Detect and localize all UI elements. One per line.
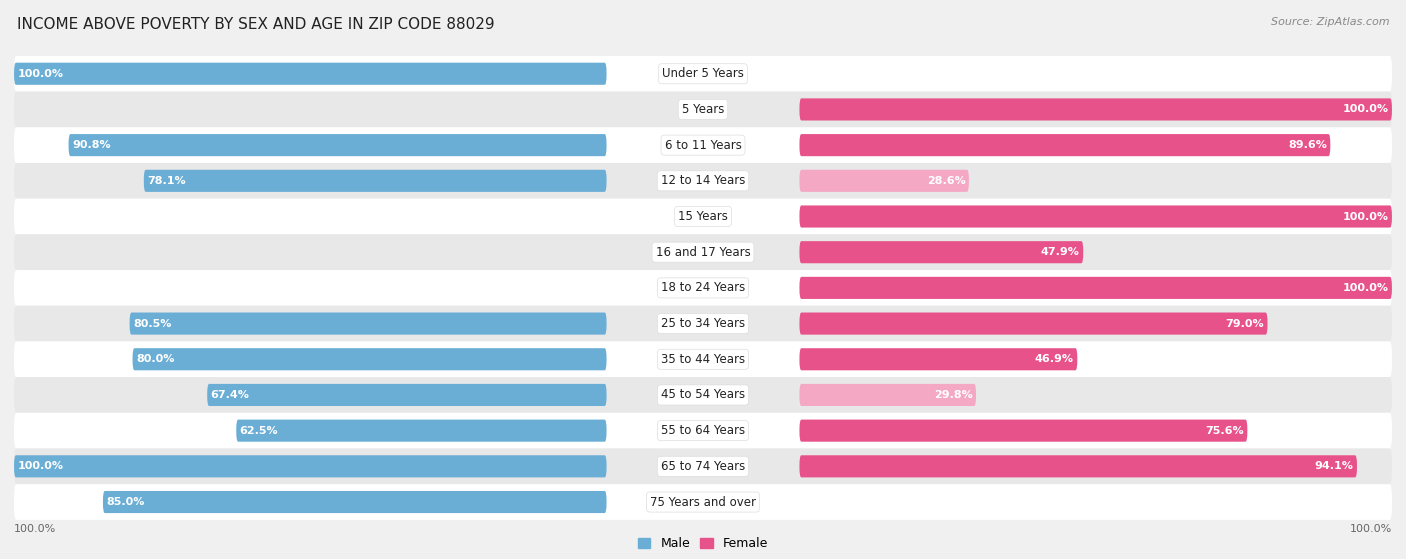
FancyBboxPatch shape bbox=[129, 312, 606, 335]
Text: 65 to 74 Years: 65 to 74 Years bbox=[661, 460, 745, 473]
FancyBboxPatch shape bbox=[800, 277, 1392, 299]
Text: 18 to 24 Years: 18 to 24 Years bbox=[661, 281, 745, 295]
FancyBboxPatch shape bbox=[800, 384, 976, 406]
Text: 47.9%: 47.9% bbox=[1040, 247, 1080, 257]
FancyBboxPatch shape bbox=[800, 134, 1330, 156]
Text: 67.4%: 67.4% bbox=[211, 390, 249, 400]
Text: 6 to 11 Years: 6 to 11 Years bbox=[665, 139, 741, 151]
Text: 75.6%: 75.6% bbox=[1205, 425, 1244, 435]
Text: 28.6%: 28.6% bbox=[927, 176, 966, 186]
FancyBboxPatch shape bbox=[14, 198, 1392, 234]
Text: 45 to 54 Years: 45 to 54 Years bbox=[661, 389, 745, 401]
Text: 90.8%: 90.8% bbox=[72, 140, 111, 150]
Text: 85.0%: 85.0% bbox=[107, 497, 145, 507]
FancyBboxPatch shape bbox=[69, 134, 606, 156]
Text: 46.9%: 46.9% bbox=[1035, 354, 1074, 364]
Text: 80.0%: 80.0% bbox=[136, 354, 174, 364]
FancyBboxPatch shape bbox=[800, 206, 1392, 228]
FancyBboxPatch shape bbox=[143, 170, 606, 192]
FancyBboxPatch shape bbox=[800, 455, 1357, 477]
FancyBboxPatch shape bbox=[14, 377, 1392, 413]
FancyBboxPatch shape bbox=[14, 484, 1392, 520]
Text: 35 to 44 Years: 35 to 44 Years bbox=[661, 353, 745, 366]
Text: 62.5%: 62.5% bbox=[239, 425, 278, 435]
Text: 75 Years and over: 75 Years and over bbox=[650, 495, 756, 509]
Text: 89.6%: 89.6% bbox=[1288, 140, 1327, 150]
FancyBboxPatch shape bbox=[236, 420, 606, 442]
FancyBboxPatch shape bbox=[14, 163, 1392, 198]
Text: 25 to 34 Years: 25 to 34 Years bbox=[661, 317, 745, 330]
Text: 12 to 14 Years: 12 to 14 Years bbox=[661, 174, 745, 187]
FancyBboxPatch shape bbox=[800, 98, 1392, 121]
FancyBboxPatch shape bbox=[800, 241, 1083, 263]
Text: 100.0%: 100.0% bbox=[1343, 283, 1389, 293]
FancyBboxPatch shape bbox=[800, 348, 1077, 370]
Text: 100.0%: 100.0% bbox=[17, 69, 63, 79]
Text: 80.5%: 80.5% bbox=[134, 319, 172, 329]
Text: Source: ZipAtlas.com: Source: ZipAtlas.com bbox=[1271, 17, 1389, 27]
FancyBboxPatch shape bbox=[14, 92, 1392, 127]
Text: 29.8%: 29.8% bbox=[934, 390, 973, 400]
Text: 79.0%: 79.0% bbox=[1226, 319, 1264, 329]
Text: 100.0%: 100.0% bbox=[1350, 524, 1392, 534]
Text: INCOME ABOVE POVERTY BY SEX AND AGE IN ZIP CODE 88029: INCOME ABOVE POVERTY BY SEX AND AGE IN Z… bbox=[17, 17, 495, 32]
Text: 78.1%: 78.1% bbox=[148, 176, 186, 186]
Text: 94.1%: 94.1% bbox=[1315, 461, 1354, 471]
Legend: Male, Female: Male, Female bbox=[633, 532, 773, 556]
FancyBboxPatch shape bbox=[14, 455, 606, 477]
Text: 55 to 64 Years: 55 to 64 Years bbox=[661, 424, 745, 437]
FancyBboxPatch shape bbox=[14, 270, 1392, 306]
FancyBboxPatch shape bbox=[14, 448, 1392, 484]
Text: Under 5 Years: Under 5 Years bbox=[662, 67, 744, 80]
Text: 100.0%: 100.0% bbox=[14, 524, 56, 534]
Text: 15 Years: 15 Years bbox=[678, 210, 728, 223]
FancyBboxPatch shape bbox=[800, 420, 1247, 442]
Text: 16 and 17 Years: 16 and 17 Years bbox=[655, 246, 751, 259]
Text: 100.0%: 100.0% bbox=[1343, 105, 1389, 115]
Text: 100.0%: 100.0% bbox=[17, 461, 63, 471]
FancyBboxPatch shape bbox=[14, 56, 1392, 92]
FancyBboxPatch shape bbox=[800, 170, 969, 192]
FancyBboxPatch shape bbox=[103, 491, 606, 513]
FancyBboxPatch shape bbox=[14, 342, 1392, 377]
Text: 100.0%: 100.0% bbox=[1343, 211, 1389, 221]
FancyBboxPatch shape bbox=[800, 312, 1268, 335]
FancyBboxPatch shape bbox=[132, 348, 606, 370]
FancyBboxPatch shape bbox=[14, 63, 606, 85]
FancyBboxPatch shape bbox=[14, 306, 1392, 342]
FancyBboxPatch shape bbox=[14, 127, 1392, 163]
FancyBboxPatch shape bbox=[207, 384, 606, 406]
FancyBboxPatch shape bbox=[14, 413, 1392, 448]
FancyBboxPatch shape bbox=[14, 234, 1392, 270]
Text: 5 Years: 5 Years bbox=[682, 103, 724, 116]
